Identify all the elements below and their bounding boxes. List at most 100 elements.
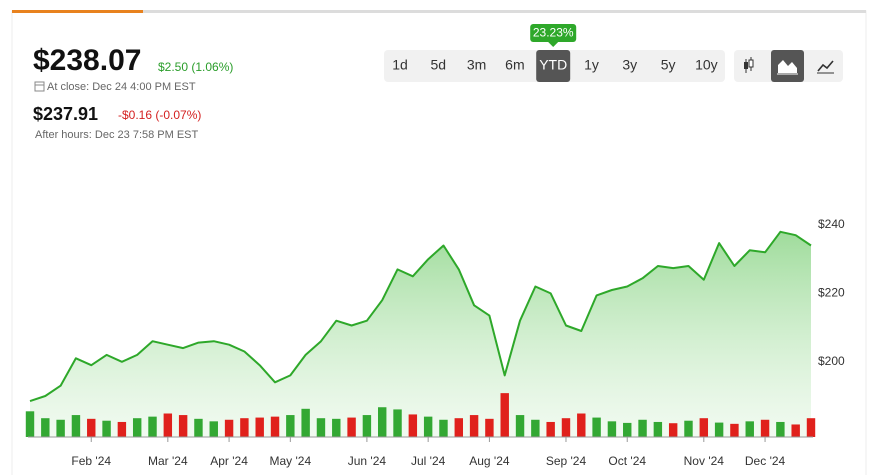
volume-bar bbox=[178, 415, 188, 437]
price-area bbox=[30, 231, 811, 437]
volume-bar bbox=[760, 419, 770, 437]
volume-bar bbox=[301, 408, 310, 437]
volume-bar bbox=[41, 418, 50, 437]
chart: $200 $220 $240 Feb '24 Mar '24 Apr '24 May '24… bbox=[25, 217, 845, 468]
top-rule-accent bbox=[12, 10, 143, 13]
volume-bar bbox=[607, 421, 617, 437]
x-tick-label: Oct '24 bbox=[608, 454, 646, 468]
volume-bar bbox=[378, 407, 387, 437]
range-button-label: 6m bbox=[505, 57, 524, 73]
chart-type-group bbox=[734, 50, 843, 82]
range-button[interactable]: 10y bbox=[695, 57, 718, 73]
volume-bar bbox=[561, 418, 571, 437]
range-button-label: 5d bbox=[431, 57, 447, 73]
volume-bar bbox=[745, 421, 754, 437]
calendar-icon bbox=[34, 81, 45, 92]
price: $238.07 bbox=[33, 44, 141, 77]
after-change: -$0.16 (-0.07%) bbox=[118, 108, 201, 122]
volume-bar bbox=[730, 423, 739, 437]
range-button-label: 1d bbox=[392, 57, 408, 73]
volume-bar bbox=[684, 420, 693, 437]
volume-bar bbox=[714, 422, 724, 437]
x-tick-label: Aug '24 bbox=[469, 454, 510, 468]
volume-bar bbox=[255, 417, 264, 437]
price-line bbox=[29, 230, 812, 403]
volume-bar bbox=[332, 418, 341, 437]
range-button[interactable]: 1d bbox=[392, 57, 408, 73]
x-tick-label: Jun '24 bbox=[348, 454, 387, 468]
volume-bar bbox=[806, 418, 816, 437]
volume-bar bbox=[194, 418, 203, 437]
range-buttons: 1d 5d 3m 6m YTD 23.23% 1y 3y 5y 10y bbox=[392, 24, 718, 82]
return-badge-label: 23.23% bbox=[533, 26, 574, 40]
range-button-label: 3m bbox=[467, 57, 486, 73]
volume-bar bbox=[791, 424, 800, 437]
volume-bar bbox=[653, 421, 663, 437]
volume-bar bbox=[224, 419, 234, 437]
volume-bar bbox=[623, 422, 632, 437]
after-time: After hours: Dec 23 7:58 PM EST bbox=[35, 129, 199, 141]
x-tick-label: Nov '24 bbox=[684, 454, 725, 468]
range-button[interactable]: 5d bbox=[431, 57, 447, 73]
y-tick-label: $200 bbox=[818, 354, 845, 368]
y-tick-label: $220 bbox=[818, 286, 845, 300]
range-button[interactable]: 3m bbox=[467, 57, 486, 73]
volume-bar bbox=[132, 418, 142, 437]
volume-bar bbox=[439, 419, 448, 437]
volume-bar bbox=[270, 416, 280, 437]
range-button-label: 10y bbox=[695, 57, 718, 73]
volume-bar bbox=[776, 421, 785, 437]
price-change: $2.50 (1.06%) bbox=[158, 60, 233, 74]
volume-bar bbox=[347, 417, 356, 437]
x-tick-label: Jul '24 bbox=[411, 454, 446, 468]
volume-bar bbox=[102, 420, 111, 437]
volume-bar bbox=[393, 409, 402, 437]
range-button-label: YTD bbox=[539, 57, 567, 73]
candlestick-button[interactable] bbox=[736, 52, 766, 80]
volume-bar bbox=[485, 418, 494, 437]
range-button-label: 3y bbox=[622, 57, 637, 73]
return-badge bbox=[530, 24, 577, 42]
x-tick-label: Apr '24 bbox=[210, 454, 248, 468]
volume-bar bbox=[71, 415, 81, 437]
volume-bar bbox=[316, 418, 326, 437]
x-tick-label: May '24 bbox=[270, 454, 312, 468]
range-button-label: 1y bbox=[584, 57, 599, 73]
volume-bar bbox=[638, 419, 647, 437]
volume-bar bbox=[362, 415, 372, 437]
after-price: $237.91 bbox=[33, 104, 98, 124]
area-button[interactable] bbox=[771, 50, 804, 82]
range-button-label: 5y bbox=[661, 57, 676, 73]
top-rule bbox=[12, 10, 866, 13]
volume-bar bbox=[56, 419, 65, 437]
line-button[interactable] bbox=[810, 52, 840, 80]
range-button-bg bbox=[536, 50, 571, 82]
volume-bar bbox=[668, 423, 678, 437]
range-button[interactable]: 5y bbox=[661, 57, 676, 73]
close-time: At close: Dec 24 4:00 PM EST bbox=[47, 81, 196, 93]
x-tick-label: Mar '24 bbox=[148, 454, 188, 468]
volume-bar bbox=[699, 418, 709, 437]
volume-bar bbox=[577, 413, 586, 437]
range-button[interactable]: YTD bbox=[536, 50, 571, 82]
x-tick-label: Feb '24 bbox=[71, 454, 111, 468]
volume-bar bbox=[87, 418, 96, 437]
x-tick-label: Sep '24 bbox=[546, 454, 587, 468]
volume-bar bbox=[515, 415, 525, 437]
volume-bar bbox=[209, 421, 218, 437]
volume-bar bbox=[546, 421, 555, 437]
volume-bar bbox=[148, 416, 157, 437]
volume-bar bbox=[408, 414, 418, 437]
volume-bar bbox=[500, 393, 509, 437]
y-tick-label: $240 bbox=[818, 217, 845, 231]
volume-bar bbox=[469, 415, 479, 437]
range-button[interactable]: 1y bbox=[584, 57, 599, 73]
volume-bar bbox=[454, 418, 463, 437]
volume-bar bbox=[531, 419, 540, 437]
volume-bar bbox=[25, 411, 35, 437]
volume-bar bbox=[163, 413, 173, 437]
range-button[interactable]: 6m bbox=[505, 57, 524, 73]
range-button[interactable]: 3y bbox=[622, 57, 637, 73]
volume-bar bbox=[240, 418, 249, 437]
